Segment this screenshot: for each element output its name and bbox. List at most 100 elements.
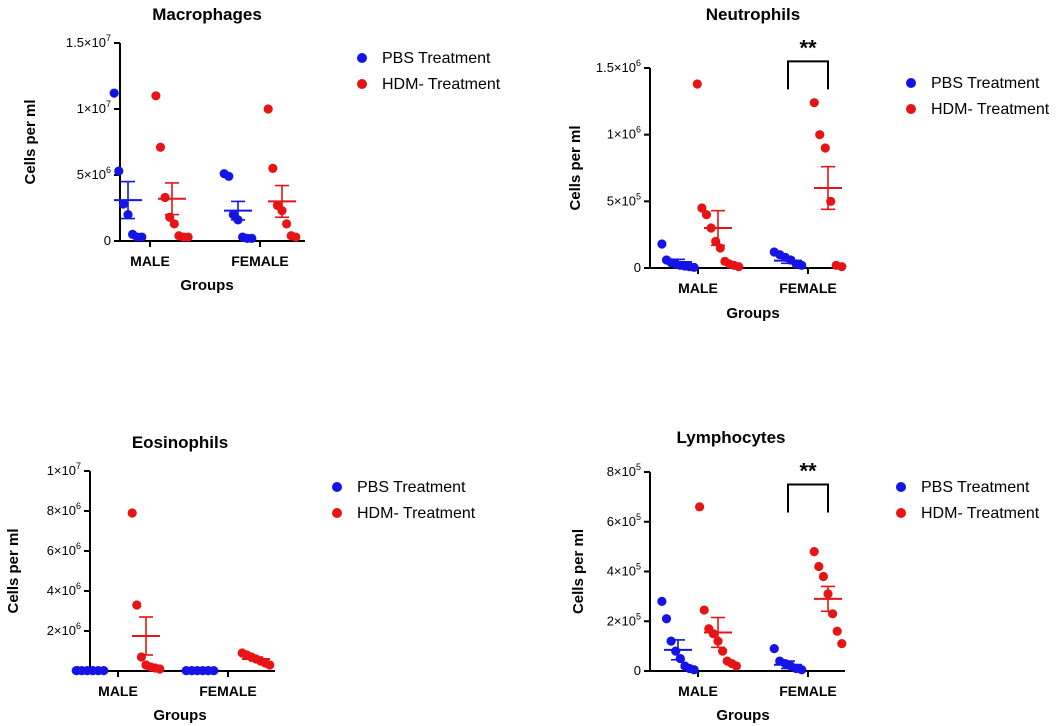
data-point [689,665,699,675]
legend-label: HDM- Treatment [357,505,476,522]
y-tick-label: 8×105 [607,462,641,479]
data-point [809,98,819,108]
data-point [797,260,807,270]
x-tick-label: FEMALE [231,253,289,269]
data-point [837,262,847,272]
legend-label: HDM- Treatment [382,76,501,93]
data-point [247,233,257,243]
y-tick-label: 4×105 [607,562,641,579]
data-point [809,547,819,557]
data-point [114,166,124,176]
data-point [224,171,234,181]
legend-label: PBS Treatment [357,479,466,496]
y-tick-label: 6×105 [607,512,641,529]
data-point [820,143,830,153]
data-point [118,199,128,209]
x-tick-label: MALE [678,683,718,699]
data-point [697,203,707,213]
y-tick-label: 5×106 [77,165,111,182]
legend-marker [357,79,367,89]
chart-title: Neutrophils [706,5,800,24]
x-tick-label: MALE [98,683,138,699]
data-point [661,614,672,624]
y-tick-label: 1.5×106 [596,58,641,75]
data-point [109,88,119,98]
y-tick-label: 5×105 [607,191,641,208]
legend-label: HDM- Treatment [931,101,1050,118]
legend-label: HDM- Treatment [921,505,1040,522]
legend-marker [896,482,906,492]
chart-title: Macrophages [152,5,262,24]
data-point [151,91,161,101]
data-point [718,646,728,656]
chart-title: Lymphocytes [677,428,786,447]
significance-label: ** [799,458,817,483]
legend-marker [906,78,916,88]
data-point [155,664,165,674]
significance-label: ** [799,35,817,60]
data-point [832,626,842,636]
data-point [797,665,807,675]
chart-title: Eosinophils [132,433,228,452]
data-point [689,262,699,272]
panel-neutrophils: Neutrophils 0 5×105 1×106 1.5×106 MALE FEMALEG… [567,5,1050,322]
data-point [814,561,824,572]
y-tick-label: 8×106 [47,501,81,518]
legend-label: PBS Treatment [921,479,1030,496]
legend-label: PBS Treatment [931,75,1040,92]
data-point [160,192,170,203]
data-point [699,605,709,615]
data-point [708,629,719,639]
y-axis-label: Cells per ml [22,99,39,184]
data-point [695,502,705,512]
data-point [734,262,744,272]
data-point [169,219,179,229]
data-point [666,636,676,646]
legend-marker [332,482,342,492]
y-tick-label: 1×106 [607,125,641,142]
y-tick-label: 1×107 [47,461,81,478]
y-tick-label: 6×106 [47,541,81,558]
x-axis-label: Groups [153,707,206,724]
data-point [263,104,273,114]
data-point [657,239,667,249]
data-point [701,210,712,220]
y-tick-label: 1×107 [77,99,111,116]
legend-marker [332,508,342,518]
y-tick-label: 4×106 [47,581,81,598]
data-point [127,508,137,518]
y-axis-label: Cells per ml [570,529,587,614]
data-point [731,661,742,671]
significance-bracket [787,483,829,513]
data-point [657,596,667,606]
x-tick-label: MALE [130,253,170,269]
panel-macrophages: Macrophages 0 5×106 1×107 1.5×107 MALE FEMALE G… [22,5,501,294]
x-axis-label: Groups [726,305,779,322]
legend-marker [906,104,916,114]
significance-bracket [787,60,829,90]
data-point [282,219,292,229]
data-point [132,600,142,610]
x-tick-label: MALE [678,280,718,296]
data-point [769,644,779,654]
x-axis-label: Groups [716,707,769,724]
legend-marker [896,508,906,518]
data-point [183,232,193,242]
panel-lymphocytes: Lymphocytes 0 2×105 4×105 6×105 8×105 MALE FEMA… [570,428,1040,724]
data-point [265,660,275,670]
y-tick-label: 2×105 [607,611,641,628]
data-point [692,79,702,89]
data-point [818,571,829,582]
y-axis-label: Cells per ml [5,528,22,613]
data-point [291,232,301,242]
y-axis-label: Cells per ml [567,125,584,210]
data-point [268,163,278,173]
data-point [155,142,166,152]
data-point [136,652,146,662]
x-tick-label: FEMALE [199,683,257,699]
x-tick-label: FEMALE [779,280,837,296]
y-tick-label: 2×106 [47,621,81,638]
data-point [837,639,847,649]
y-tick-label: 0 [634,663,641,678]
